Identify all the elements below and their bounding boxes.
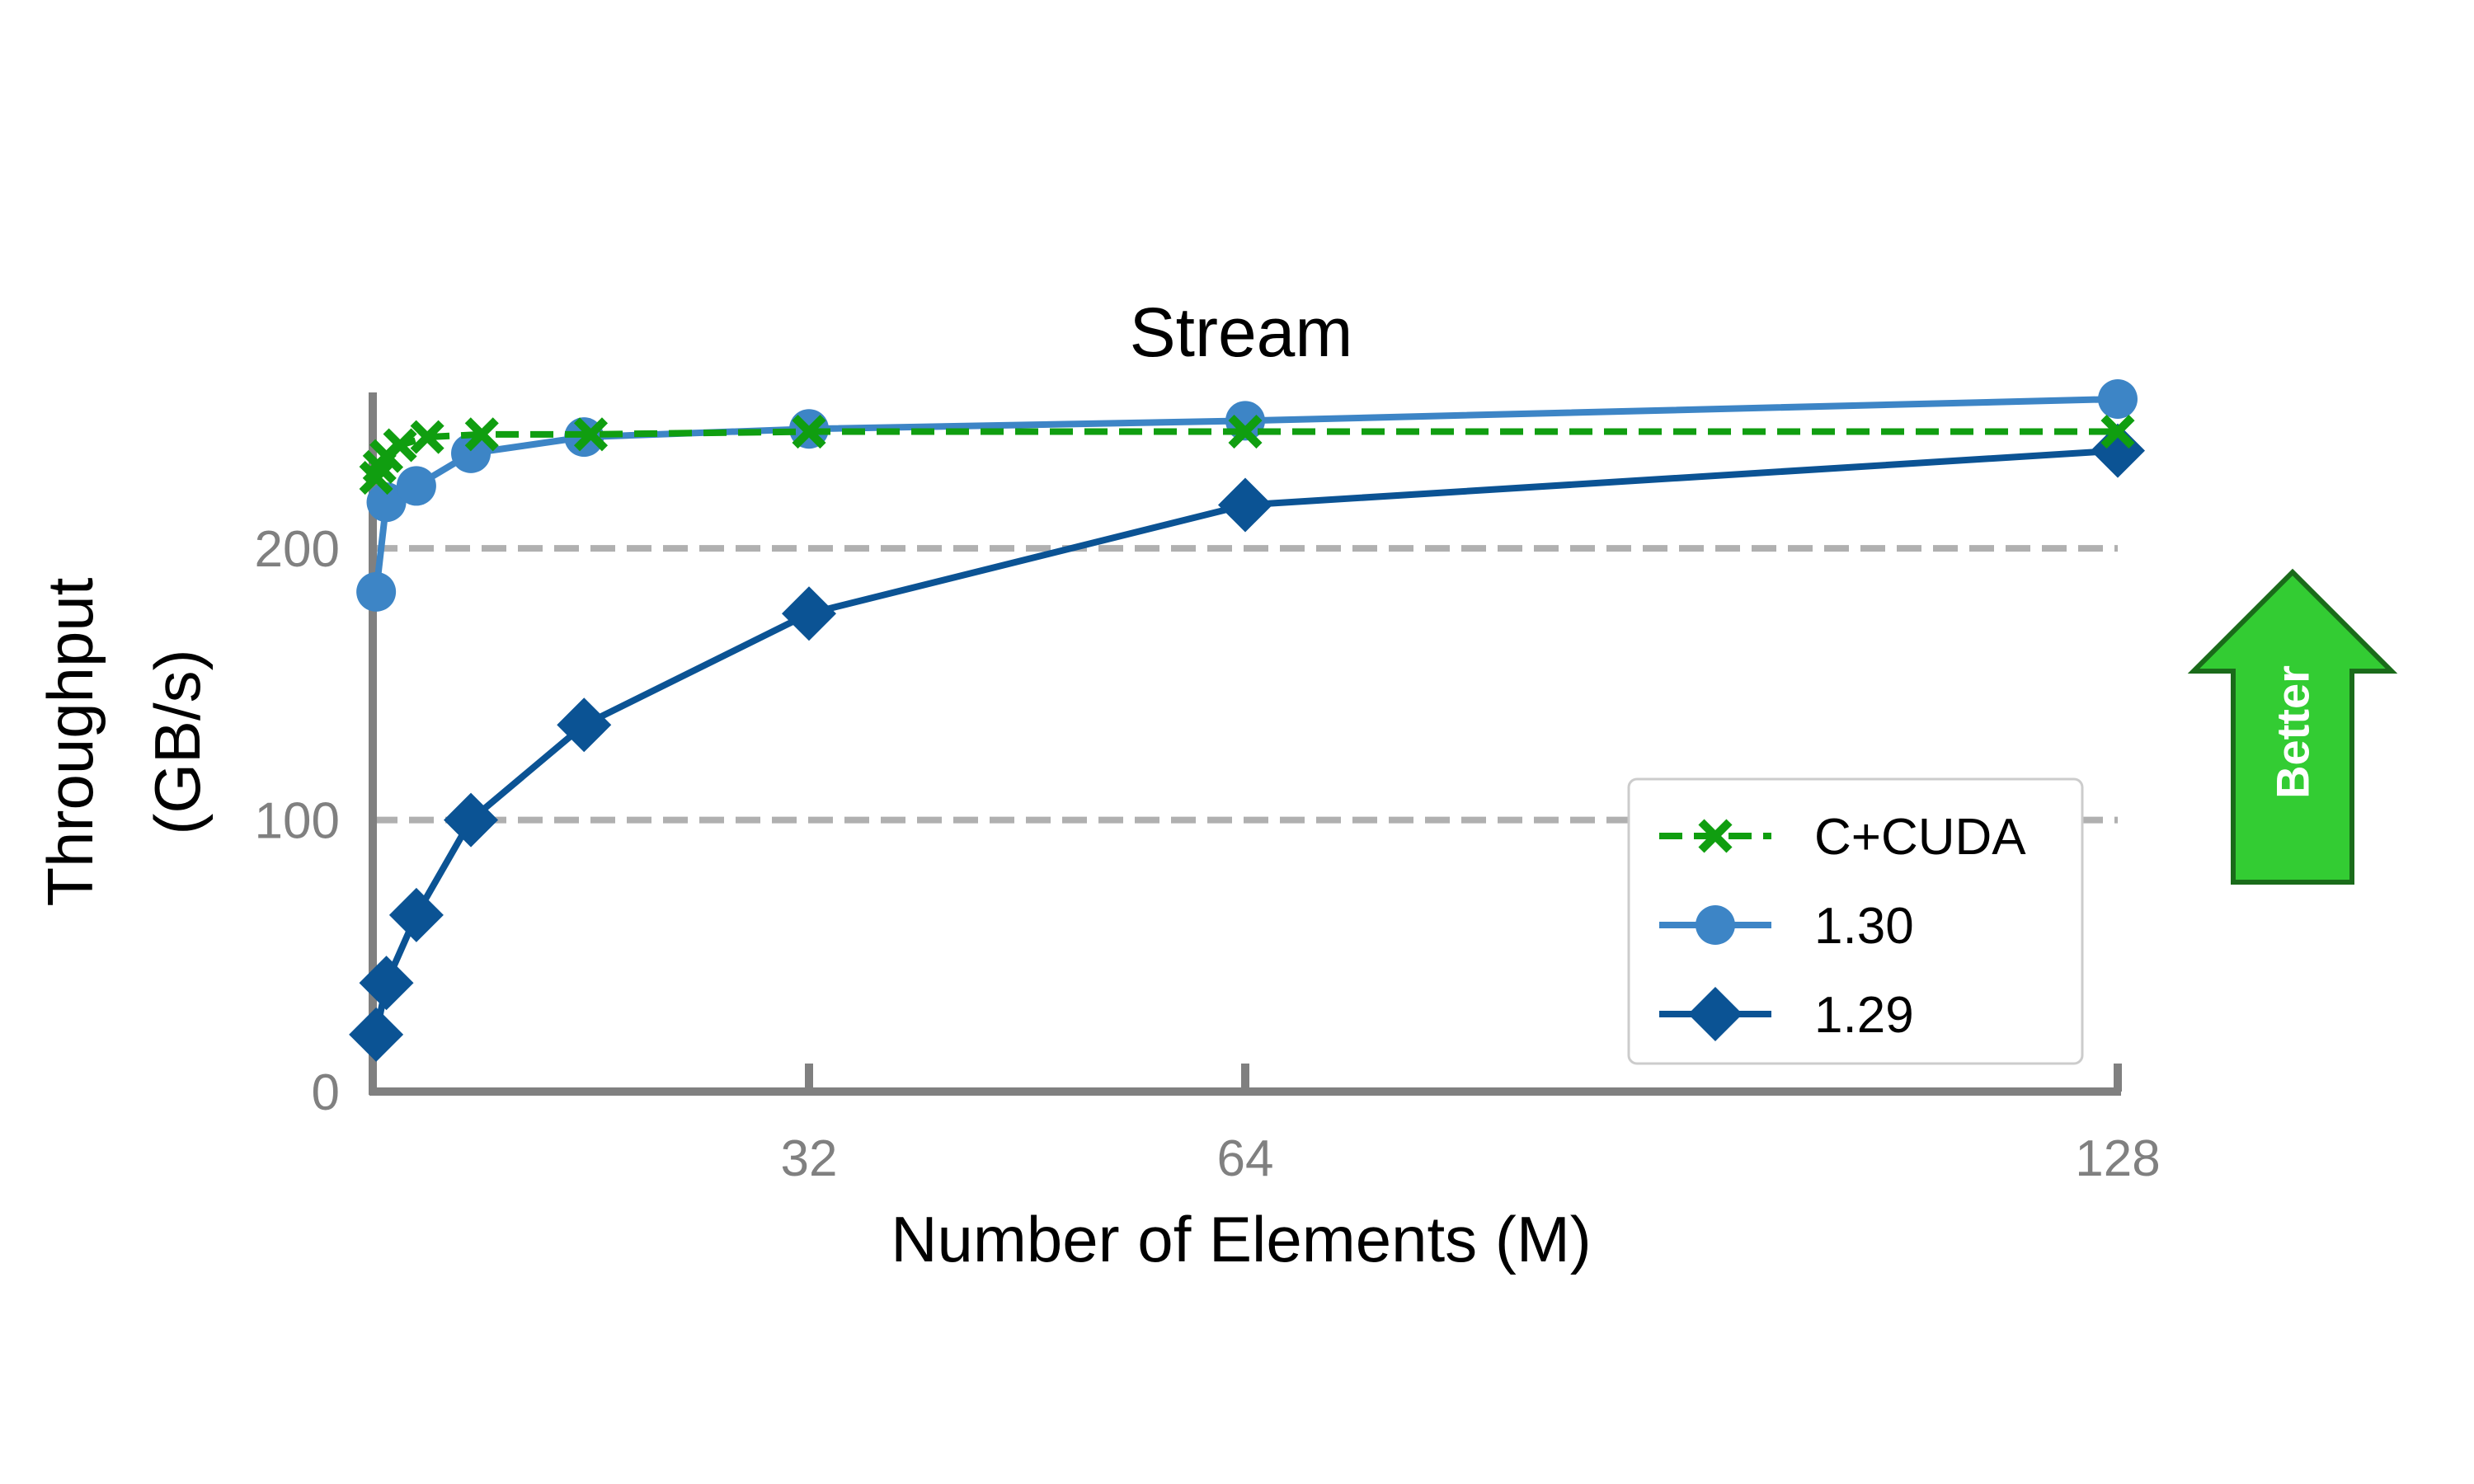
y-tick-label-200: 200	[255, 521, 340, 578]
legend: C+CUDA 1.30 1.29	[1627, 777, 2084, 1065]
data-point-1-29-0	[349, 1007, 404, 1062]
tick-labels: 32 64 128 0 100 200	[255, 521, 2161, 1187]
series-c-cuda	[359, 414, 2135, 495]
data-point-1-29-3	[444, 792, 499, 848]
data-point-1-29-7	[2091, 423, 2145, 478]
data-point-c-cuda-4	[410, 420, 444, 454]
data-point-c-cuda-6	[573, 417, 609, 452]
data-point-1-30-7	[2098, 379, 2138, 419]
y-tick-label-100: 100	[255, 793, 340, 850]
data-point-1-30-2	[396, 466, 436, 506]
series-1-29	[349, 423, 2145, 1062]
y-tick-label-0: 0	[312, 1064, 340, 1121]
legend-entry-c-cuda: C+CUDA	[1659, 809, 2026, 866]
legend-swatch-marker-1-30	[1696, 905, 1735, 945]
data-point-1-29-1	[359, 956, 414, 1011]
x-tick-label-64: 64	[1217, 1130, 1274, 1187]
legend-entry-1-30: 1.30	[1659, 898, 1914, 955]
legend-box	[1627, 777, 2084, 1065]
y-axis-label: Throughput (GB/s)	[34, 577, 214, 906]
data-point-c-cuda-5	[464, 417, 499, 452]
data-point-c-cuda-9	[2100, 414, 2135, 449]
legend-swatch-marker-c-cuda	[1698, 819, 1733, 853]
x-axis-label: Number of Elements (M)	[891, 1203, 1592, 1275]
legend-swatch-marker-1-29	[1688, 987, 1743, 1041]
x-tick-label-128: 128	[2075, 1130, 2160, 1187]
y-axis-label-line-2: (GB/s)	[141, 649, 214, 834]
data-point-c-cuda-8	[1228, 414, 1263, 449]
data-point-1-30-3	[451, 433, 492, 473]
legend-entry-1-29: 1.29	[1659, 987, 1914, 1044]
data-point-1-30-0	[356, 571, 397, 612]
data-point-c-cuda-7	[792, 414, 826, 449]
data-point-1-29-6	[1218, 477, 1272, 533]
data-point-c-cuda-3	[383, 428, 417, 463]
better-arrow: Better	[2187, 568, 2398, 885]
series-lines	[349, 379, 2145, 1062]
data-point-1-30-1	[366, 482, 407, 523]
chart-title: Stream	[1130, 294, 1353, 371]
legend-label-1-29: 1.29	[1814, 987, 1914, 1044]
x-tick-label-32: 32	[781, 1130, 838, 1187]
legend-label-c-cuda: C+CUDA	[1814, 809, 2026, 866]
data-point-1-29-4	[557, 697, 612, 753]
y-axis-label-line-1: Throughput	[34, 577, 106, 906]
data-point-1-29-5	[782, 586, 836, 641]
better-label: Better	[2267, 665, 2319, 799]
legend-label-1-30: 1.30	[1814, 898, 1914, 955]
data-point-1-29-2	[388, 887, 444, 942]
better-arrow-shape	[2187, 568, 2398, 885]
